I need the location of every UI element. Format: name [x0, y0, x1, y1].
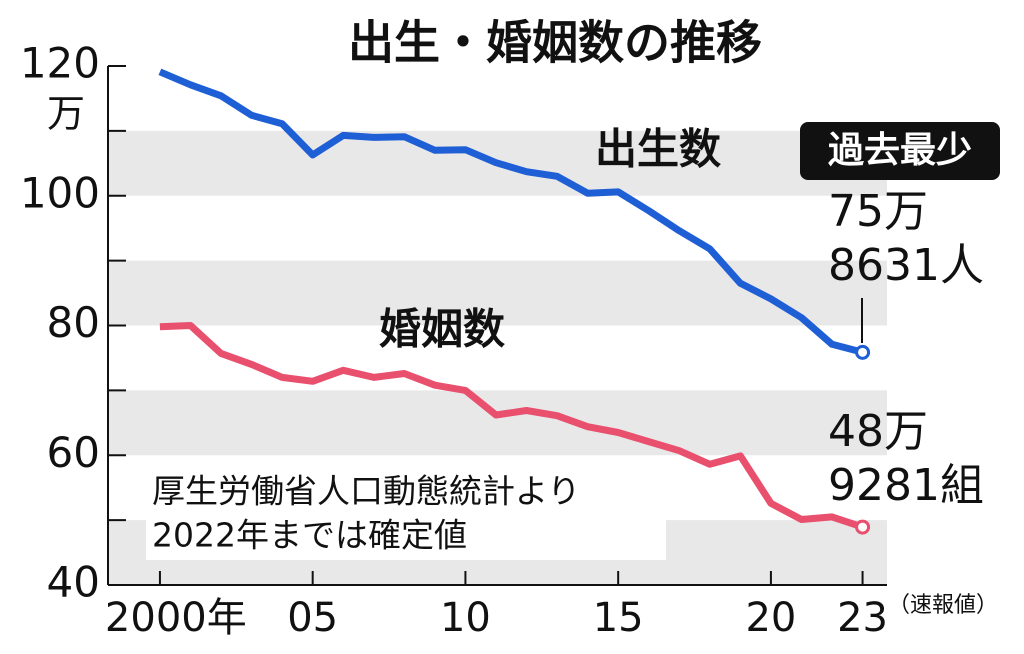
x-tick-label: 2000年 — [105, 595, 247, 641]
x-tick-label: 23 — [837, 595, 888, 641]
x-note: （速報値） — [888, 593, 998, 618]
source-text: 2022年までは確定値 — [152, 516, 467, 555]
series-label: 婚姻数 — [379, 305, 505, 354]
y-tick-label: 120 — [20, 39, 100, 88]
end-label: 75万 — [828, 186, 928, 237]
badge-text: 過去最少 — [828, 130, 972, 171]
grid-band — [108, 390, 887, 456]
chart-title: 出生・婚姻数の推移 — [348, 16, 762, 70]
series-line — [159, 322, 864, 531]
end-label: 8631人 — [828, 240, 984, 291]
series-label: 出生数 — [595, 125, 721, 174]
y-tick-label: 80 — [47, 298, 100, 347]
end-label: 48万 — [828, 406, 928, 457]
y-tick-label: 60 — [47, 428, 100, 477]
series-line — [158, 68, 864, 356]
end-label: 9281組 — [828, 460, 984, 511]
x-tick-label: 20 — [745, 595, 796, 641]
source-box — [146, 465, 666, 560]
y-tick-label: 40 — [47, 558, 100, 607]
end-marker — [855, 519, 871, 535]
y-unit: 万 — [47, 92, 85, 136]
y-tick-label: 100 — [20, 168, 100, 217]
end-marker — [855, 344, 871, 360]
x-tick-label: 10 — [440, 595, 491, 641]
badge-box — [800, 122, 1000, 180]
source-text: 厚生労働省人口動態統計より — [152, 472, 580, 511]
x-tick-label: 05 — [287, 595, 338, 641]
x-tick-label: 15 — [593, 595, 644, 641]
